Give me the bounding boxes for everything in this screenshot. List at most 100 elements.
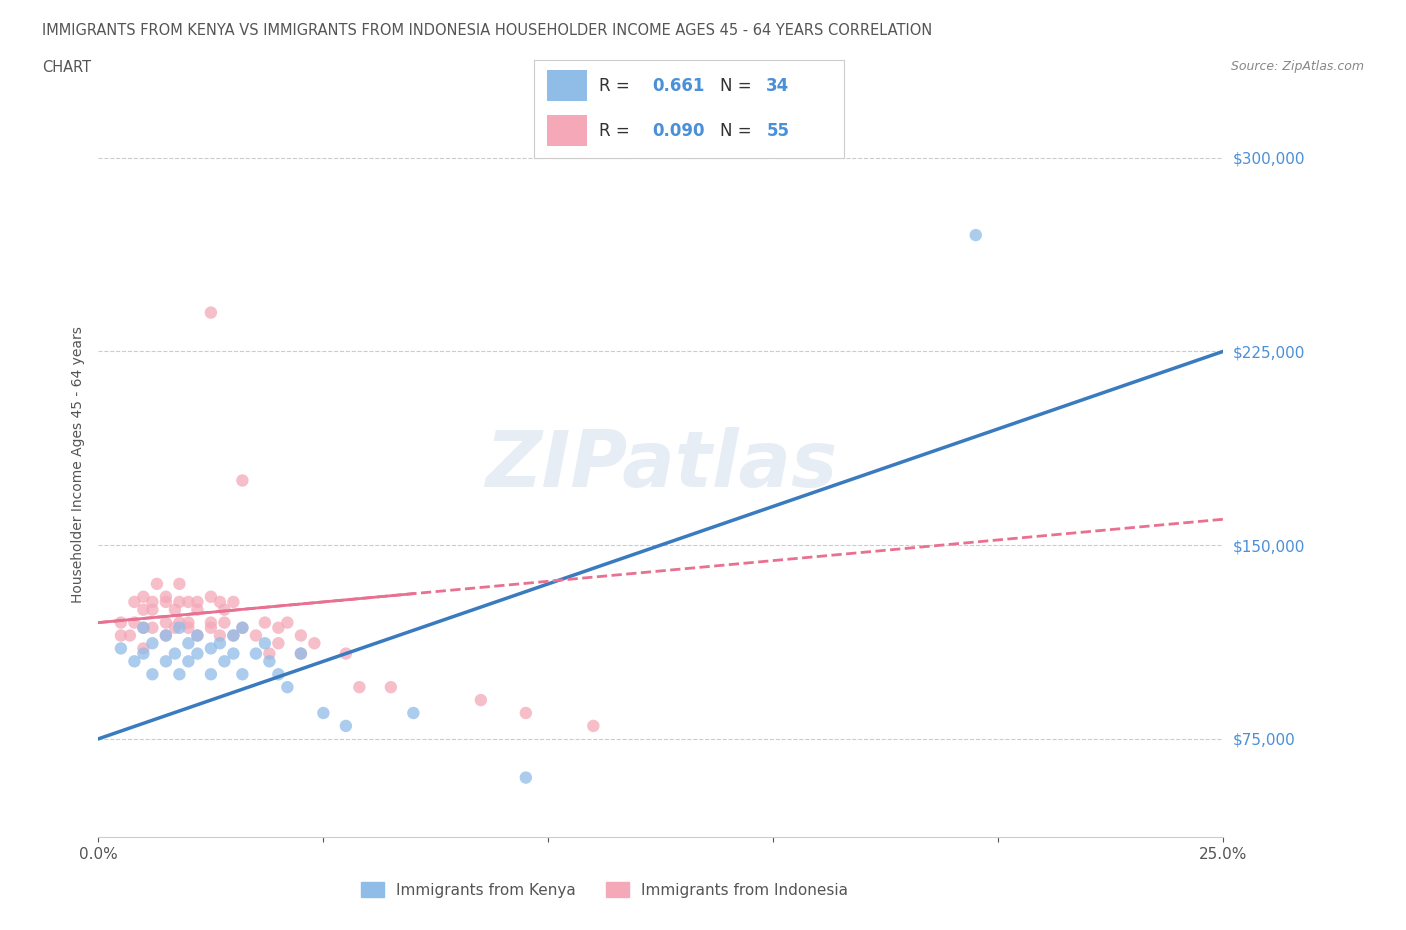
Point (335, 719, 357, 734)
Point (155, 594, 177, 609)
Point (132, 620, 155, 635)
Point (155, 590, 177, 604)
Text: N =: N = (720, 77, 756, 95)
Point (253, 615, 276, 630)
Point (141, 667, 163, 682)
Point (214, 603, 236, 618)
Text: 34: 34 (766, 77, 790, 95)
Point (200, 667, 222, 682)
Point (267, 667, 290, 682)
Point (124, 594, 146, 609)
Point (177, 654, 200, 669)
Point (200, 620, 222, 635)
Point (470, 693, 492, 708)
Point (276, 680, 298, 695)
Point (110, 641, 132, 656)
Point (290, 646, 312, 661)
Point (141, 594, 163, 609)
Point (208, 594, 231, 609)
Point (267, 636, 290, 651)
Text: 0.661: 0.661 (652, 77, 704, 95)
Point (169, 594, 191, 609)
Point (290, 628, 312, 643)
Point (231, 620, 253, 635)
Point (200, 641, 222, 656)
Point (312, 706, 335, 721)
Point (200, 305, 222, 320)
Point (214, 654, 236, 669)
Point (186, 603, 208, 618)
Point (132, 603, 155, 618)
Point (177, 615, 200, 630)
Point (380, 680, 402, 695)
Point (259, 654, 281, 669)
Point (276, 615, 298, 630)
Point (267, 620, 290, 635)
Point (231, 667, 253, 682)
Point (110, 615, 132, 630)
Point (186, 628, 208, 643)
Bar (547, 71, 586, 101)
Point (222, 646, 245, 661)
Text: Source: ZipAtlas.com: Source: ZipAtlas.com (1230, 60, 1364, 73)
Bar (547, 115, 586, 146)
Point (222, 594, 245, 609)
Text: 0.090: 0.090 (652, 122, 704, 140)
Point (141, 603, 163, 618)
Point (245, 646, 267, 661)
Point (132, 590, 155, 604)
Point (402, 706, 425, 721)
Point (245, 628, 267, 643)
Point (214, 615, 236, 630)
Point (132, 641, 155, 656)
Point (231, 473, 253, 488)
Text: R =: R = (599, 77, 636, 95)
Point (208, 636, 231, 651)
Point (141, 636, 163, 651)
Legend: Immigrants from Kenya, Immigrants from Indonesia: Immigrants from Kenya, Immigrants from I… (354, 875, 855, 904)
Point (222, 628, 245, 643)
Point (169, 577, 191, 591)
Point (163, 603, 186, 618)
Point (163, 620, 186, 635)
Point (259, 646, 281, 661)
Text: CHART: CHART (42, 60, 91, 75)
Point (222, 628, 245, 643)
Point (208, 628, 231, 643)
Point (124, 615, 146, 630)
Point (155, 628, 177, 643)
Point (177, 594, 200, 609)
Point (155, 615, 177, 630)
Text: N =: N = (720, 122, 756, 140)
Point (124, 654, 146, 669)
Point (965, 228, 987, 243)
Y-axis label: Householder Income Ages 45 - 64 years: Householder Income Ages 45 - 64 years (70, 326, 84, 604)
Text: R =: R = (599, 122, 636, 140)
Text: 55: 55 (766, 122, 789, 140)
Point (290, 646, 312, 661)
Point (163, 646, 186, 661)
Point (186, 646, 208, 661)
Point (118, 628, 141, 643)
Point (177, 620, 200, 635)
Point (200, 615, 222, 630)
Point (169, 620, 191, 635)
Point (141, 620, 163, 635)
Point (335, 646, 357, 661)
Point (582, 719, 605, 734)
Point (186, 594, 208, 609)
Point (146, 577, 169, 591)
Point (515, 706, 537, 721)
Point (200, 590, 222, 604)
Point (177, 636, 200, 651)
Text: ZIPatlas: ZIPatlas (485, 427, 837, 503)
Point (155, 628, 177, 643)
Point (186, 628, 208, 643)
Point (155, 654, 177, 669)
Point (253, 636, 276, 651)
Text: IMMIGRANTS FROM KENYA VS IMMIGRANTS FROM INDONESIA HOUSEHOLDER INCOME AGES 45 - : IMMIGRANTS FROM KENYA VS IMMIGRANTS FROM… (42, 23, 932, 38)
Point (110, 628, 132, 643)
Point (132, 646, 155, 661)
Point (304, 636, 326, 651)
Point (515, 770, 537, 785)
